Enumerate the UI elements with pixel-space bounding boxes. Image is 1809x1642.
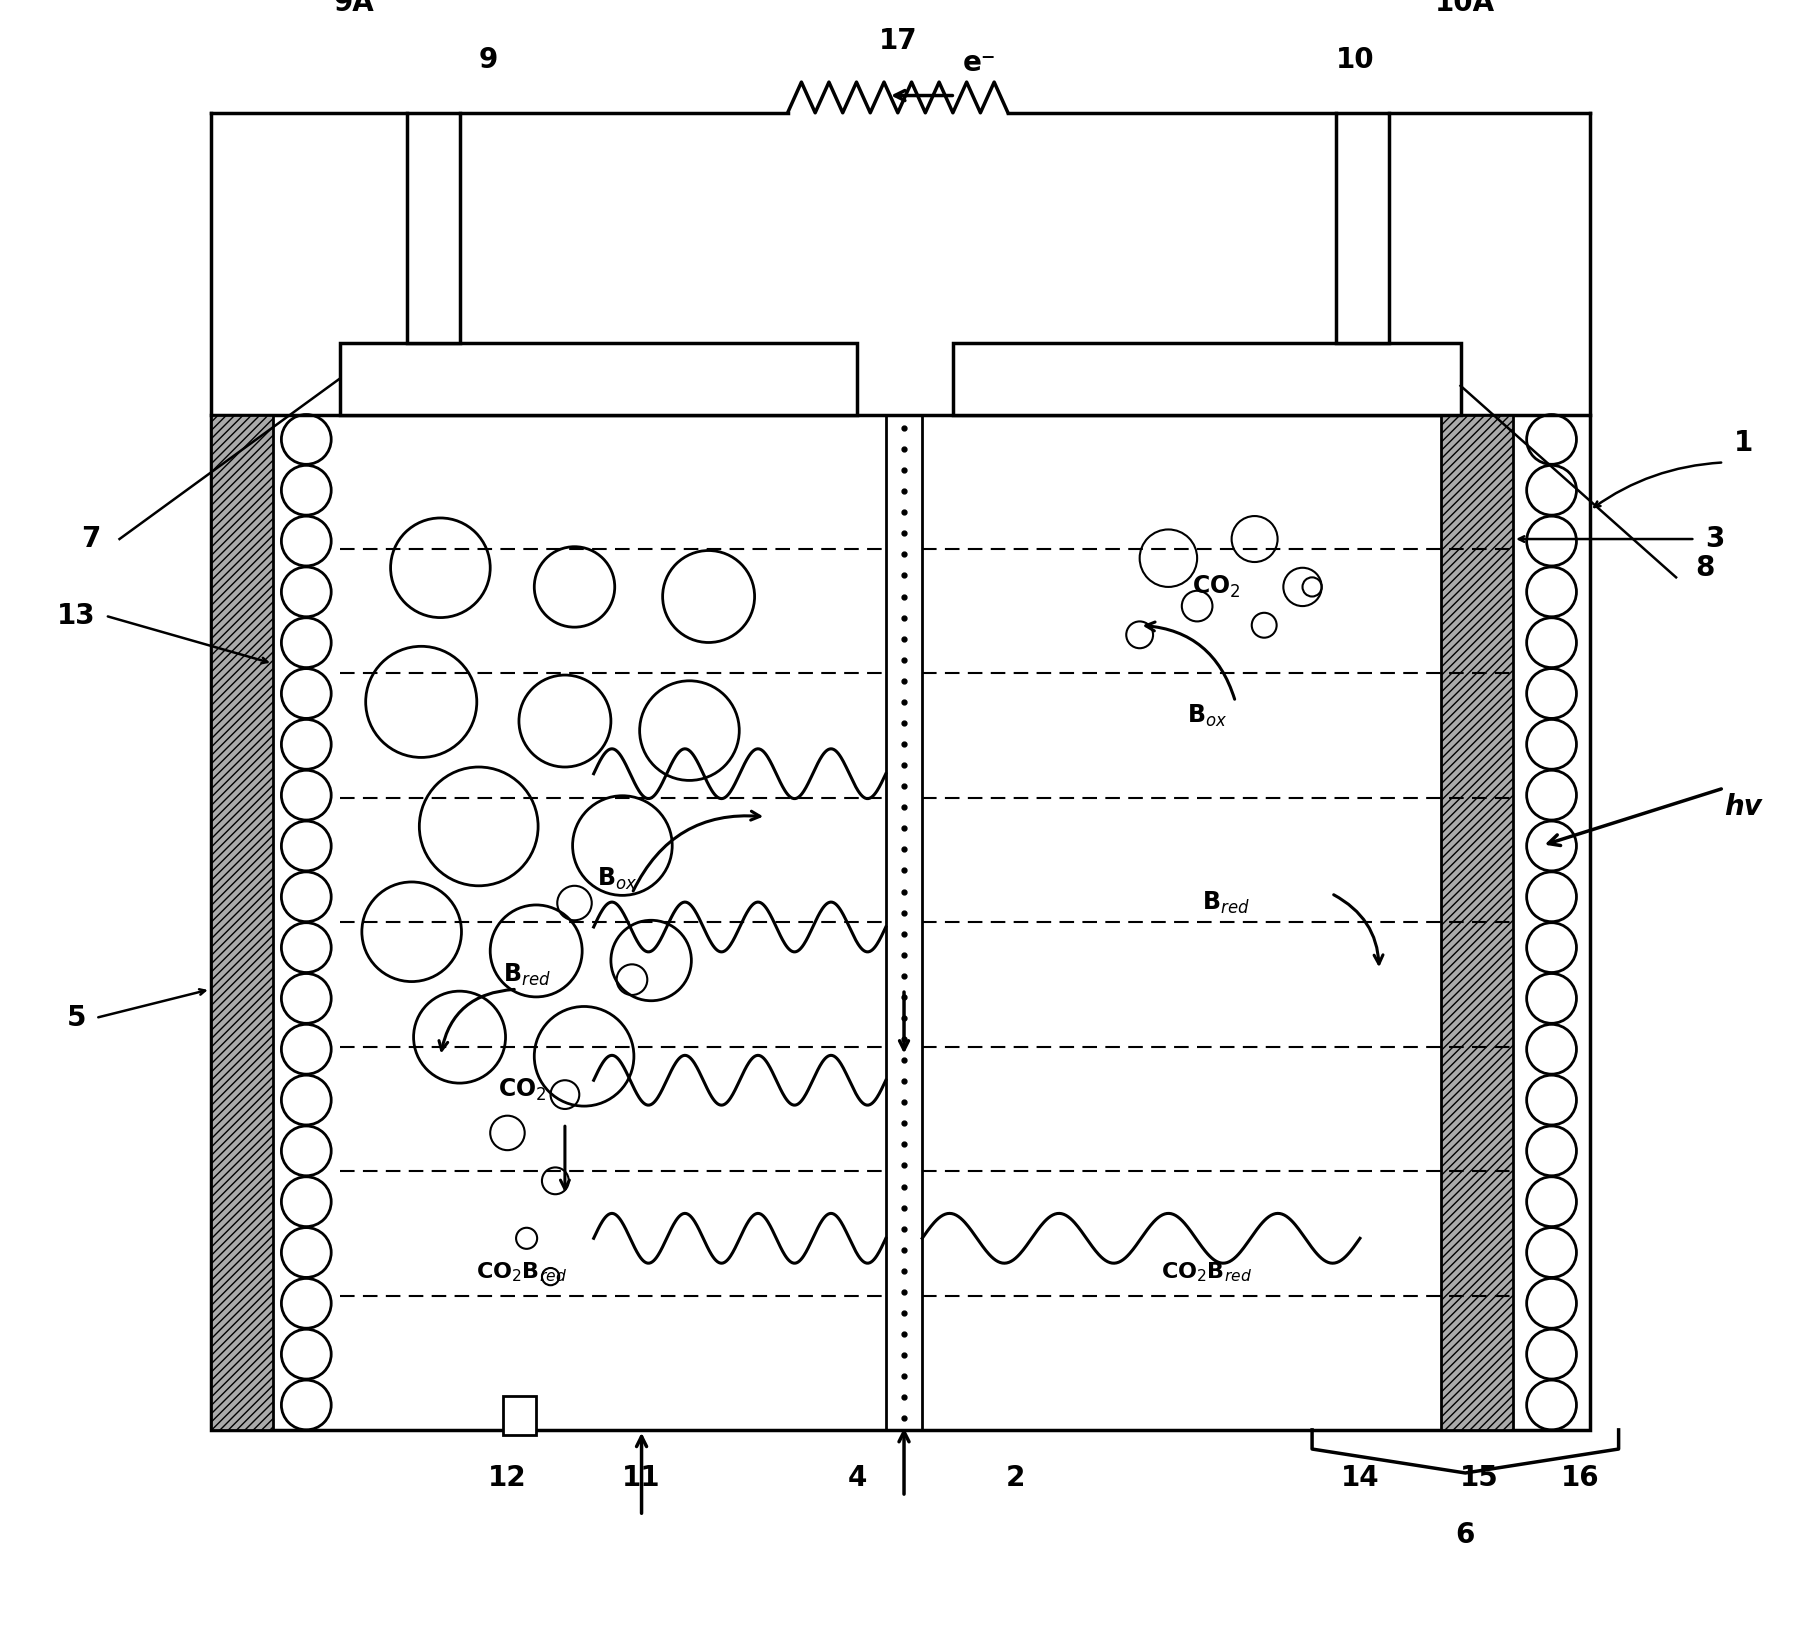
Text: B$_{ox}$: B$_{ox}$ [597, 865, 639, 892]
Bar [210, 414, 273, 1430]
Text: 15: 15 [1460, 1463, 1500, 1493]
Bar [407, 113, 459, 343]
Text: hv: hv [1724, 793, 1762, 821]
Text: B$_{red}$: B$_{red}$ [503, 962, 550, 988]
Text: 13: 13 [58, 601, 96, 629]
Text: 5: 5 [67, 1003, 87, 1031]
Text: e⁻: e⁻ [962, 49, 997, 77]
Text: 12: 12 [488, 1463, 526, 1493]
Bar [210, 414, 1590, 1430]
Text: 17: 17 [879, 26, 917, 54]
Text: 9: 9 [479, 46, 497, 74]
Text: 11: 11 [622, 1463, 660, 1493]
Text: 10: 10 [1335, 46, 1375, 74]
Text: 8: 8 [1695, 553, 1715, 581]
Text: CO$_{2}$: CO$_{2}$ [497, 1077, 546, 1103]
Bar [1337, 113, 1389, 343]
Text: CO$_{2}$B$_{red}$: CO$_{2}$B$_{red}$ [1161, 1259, 1252, 1284]
Bar [886, 414, 923, 1430]
Text: 14: 14 [1340, 1463, 1378, 1493]
Bar [953, 343, 1460, 414]
Text: CO$_{2}$: CO$_{2}$ [1192, 573, 1241, 599]
Text: B$_{red}$: B$_{red}$ [1201, 890, 1250, 916]
Bar [1442, 414, 1514, 1430]
Text: 9A: 9A [335, 0, 374, 16]
Text: 4: 4 [847, 1463, 867, 1493]
Text: 10A: 10A [1435, 0, 1496, 16]
Text: 7: 7 [81, 525, 101, 553]
Text: 2: 2 [1006, 1463, 1026, 1493]
Bar [340, 343, 857, 414]
Text: 3: 3 [1704, 525, 1724, 553]
Text: CO$_{2}$B$_{red}$: CO$_{2}$B$_{red}$ [476, 1259, 568, 1284]
Text: 1: 1 [1733, 429, 1753, 456]
Text: B$_{ox}$: B$_{ox}$ [1187, 703, 1227, 729]
Text: 6: 6 [1456, 1520, 1474, 1550]
Text: 16: 16 [1561, 1463, 1599, 1493]
Bar [503, 1396, 535, 1435]
